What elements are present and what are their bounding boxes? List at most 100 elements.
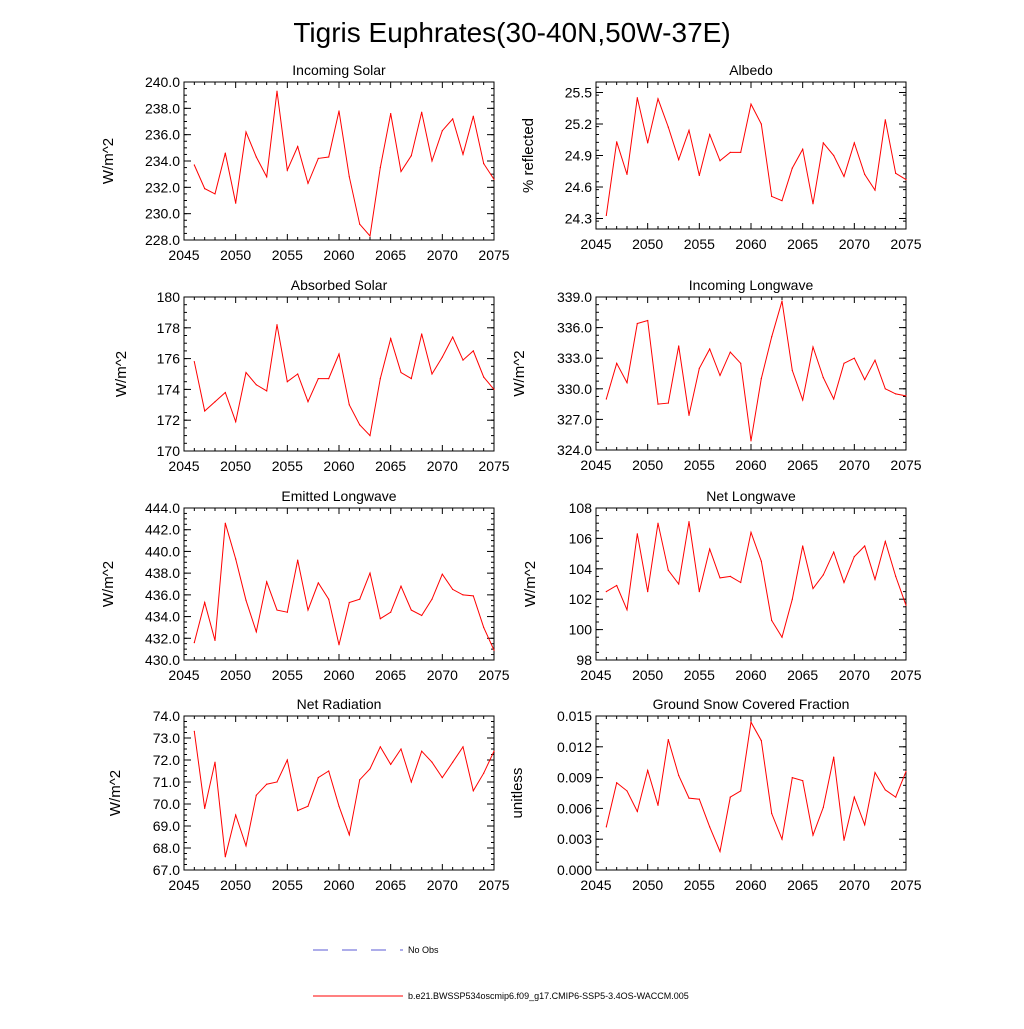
data-point: [605, 214, 607, 216]
data-point: [307, 182, 309, 184]
y-tick-label: 24.9: [565, 148, 592, 164]
data-point: [895, 393, 897, 395]
y-tick-label: 0.000: [557, 862, 592, 878]
data-point: [833, 154, 835, 157]
data-point: [400, 371, 402, 374]
data-point: [853, 142, 855, 144]
data-point: [791, 777, 793, 779]
y-tick-label: 432.0: [145, 630, 180, 646]
y-tick-label: 238.0: [145, 100, 180, 116]
data-point: [348, 404, 350, 406]
data-point: [843, 839, 845, 841]
data-point: [286, 169, 288, 171]
panel-title: Incoming Solar: [292, 62, 386, 78]
data-point: [688, 521, 690, 523]
y-tick-label: 436.0: [145, 587, 180, 603]
y-tick-label: 438.0: [145, 565, 180, 581]
data-point: [678, 583, 680, 585]
data-point: [729, 575, 731, 578]
data-point: [771, 619, 773, 622]
panel-7: Net Radiation W/m^2 2045 2050 2055 2060 2065 20…: [107, 696, 510, 893]
y-tick-label: 327.0: [557, 411, 592, 427]
series-line: [193, 731, 495, 857]
data-point: [338, 644, 340, 646]
plot-frame: [183, 715, 495, 871]
y-tick-label: 178: [157, 320, 181, 336]
x-tick-label: 2060: [323, 877, 354, 893]
y-axis-label: W/m^2: [100, 561, 117, 607]
x-tick-label: 2050: [632, 457, 663, 473]
data-point: [719, 577, 721, 579]
data-point: [678, 159, 680, 161]
data-point: [616, 362, 618, 364]
data-point: [605, 398, 607, 400]
data-point: [245, 845, 247, 847]
data-point: [771, 195, 773, 198]
data-point: [317, 777, 319, 779]
data-point: [286, 611, 288, 613]
data-point: [483, 163, 485, 165]
y-tick-label: 336.0: [557, 320, 592, 336]
data-point: [791, 167, 793, 169]
data-point: [317, 378, 319, 380]
data-point: [235, 558, 237, 560]
data-point: [255, 794, 257, 796]
x-tick-label: 2060: [735, 236, 766, 252]
data-point: [667, 402, 669, 404]
data-point: [483, 772, 485, 774]
data-point: [802, 780, 804, 782]
data-point: [338, 110, 340, 112]
data-point: [462, 153, 464, 156]
data-point: [193, 730, 195, 733]
panel-title: Net Longwave: [706, 488, 796, 504]
data-point: [245, 131, 247, 133]
x-tick-label: 2075: [478, 877, 509, 893]
data-point: [812, 587, 814, 590]
y-tick-label: 232.0: [145, 179, 180, 195]
data-point: [359, 779, 361, 781]
panel-title: Incoming Longwave: [689, 277, 814, 293]
data-point: [636, 810, 638, 813]
data-point: [214, 401, 216, 403]
y-tick-label: 330.0: [557, 381, 592, 397]
x-tick-label: 2070: [839, 457, 870, 473]
data-point: [719, 160, 721, 162]
y-tick-label: 74.0: [153, 708, 180, 724]
panels: Incoming Solar W/m^2 2045 2050 2055 2060 2065 2…: [100, 62, 922, 893]
data-point: [297, 810, 299, 812]
data-point: [667, 126, 669, 128]
y-tick-label: 25.2: [565, 116, 592, 132]
data-point: [472, 790, 474, 792]
data-point: [884, 540, 886, 543]
y-tick-label: 98: [576, 652, 592, 668]
x-tick-label: 2055: [272, 877, 303, 893]
panel-3: Absorbed Solar W/m^2 2045 2050 2055 2060 2065 2…: [113, 277, 510, 474]
data-point: [472, 115, 474, 117]
x-tick-label: 2050: [220, 667, 251, 683]
x-tick-label: 2045: [168, 247, 199, 263]
x-tick-label: 2060: [323, 458, 354, 474]
data-point: [874, 578, 876, 581]
data-point: [874, 189, 876, 191]
y-tick-label: 70.0: [153, 796, 180, 812]
data-point: [833, 551, 835, 553]
x-tick-label: 2075: [890, 457, 921, 473]
data-point: [307, 609, 309, 611]
data-point: [307, 401, 309, 403]
panel-8: Ground Snow Covered Fraction unitless 2045…: [509, 696, 922, 893]
data-point: [729, 351, 731, 353]
data-point: [266, 783, 268, 785]
data-point: [729, 151, 731, 153]
data-point: [452, 761, 454, 763]
x-tick-label: 2065: [375, 667, 406, 683]
x-tick-label: 2075: [478, 247, 509, 263]
legend-label-model: b.e21.BWSSP534oscmip6.f09_g17.CMIP6-SSP5…: [408, 991, 689, 1001]
legend-label-no-obs: No Obs: [408, 945, 439, 955]
data-point: [905, 770, 907, 773]
data-point: [390, 611, 392, 613]
data-point: [400, 170, 402, 173]
data-point: [276, 781, 278, 783]
x-tick-label: 2055: [684, 236, 715, 252]
data-point: [390, 113, 392, 115]
